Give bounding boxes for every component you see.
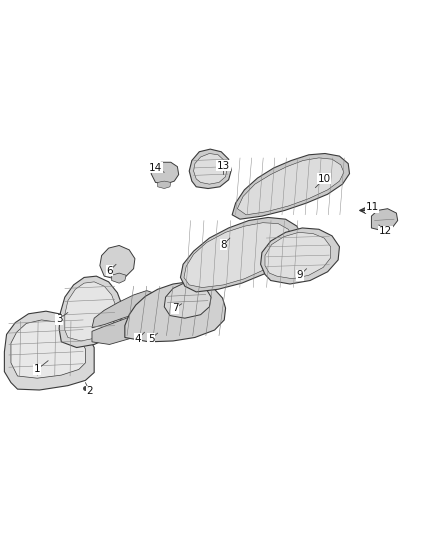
Polygon shape <box>92 310 159 344</box>
Text: 10: 10 <box>318 174 331 184</box>
Polygon shape <box>265 232 331 279</box>
Polygon shape <box>4 311 94 390</box>
Text: 4: 4 <box>134 334 141 344</box>
Polygon shape <box>180 217 301 292</box>
Polygon shape <box>100 246 135 279</box>
Polygon shape <box>237 158 344 215</box>
Text: 1: 1 <box>34 365 41 374</box>
Text: 3: 3 <box>56 314 63 324</box>
Polygon shape <box>232 154 350 219</box>
Polygon shape <box>189 149 231 189</box>
Polygon shape <box>151 162 179 184</box>
Polygon shape <box>194 154 227 184</box>
Text: 14: 14 <box>149 163 162 173</box>
Text: 8: 8 <box>220 240 227 249</box>
Text: 5: 5 <box>148 334 155 344</box>
Text: 2: 2 <box>86 386 93 397</box>
Polygon shape <box>158 181 171 189</box>
Text: 7: 7 <box>172 303 179 313</box>
Polygon shape <box>371 209 398 231</box>
Text: 6: 6 <box>106 266 113 276</box>
Polygon shape <box>92 290 159 328</box>
Text: 9: 9 <box>297 270 304 280</box>
Polygon shape <box>184 223 293 287</box>
Polygon shape <box>125 282 226 342</box>
Polygon shape <box>59 276 123 348</box>
Polygon shape <box>164 283 211 318</box>
Text: 12: 12 <box>379 227 392 237</box>
Text: 13: 13 <box>217 161 230 171</box>
Polygon shape <box>11 320 85 378</box>
Polygon shape <box>65 282 116 341</box>
Polygon shape <box>112 273 126 283</box>
Polygon shape <box>261 228 339 284</box>
Text: 11: 11 <box>366 203 379 212</box>
